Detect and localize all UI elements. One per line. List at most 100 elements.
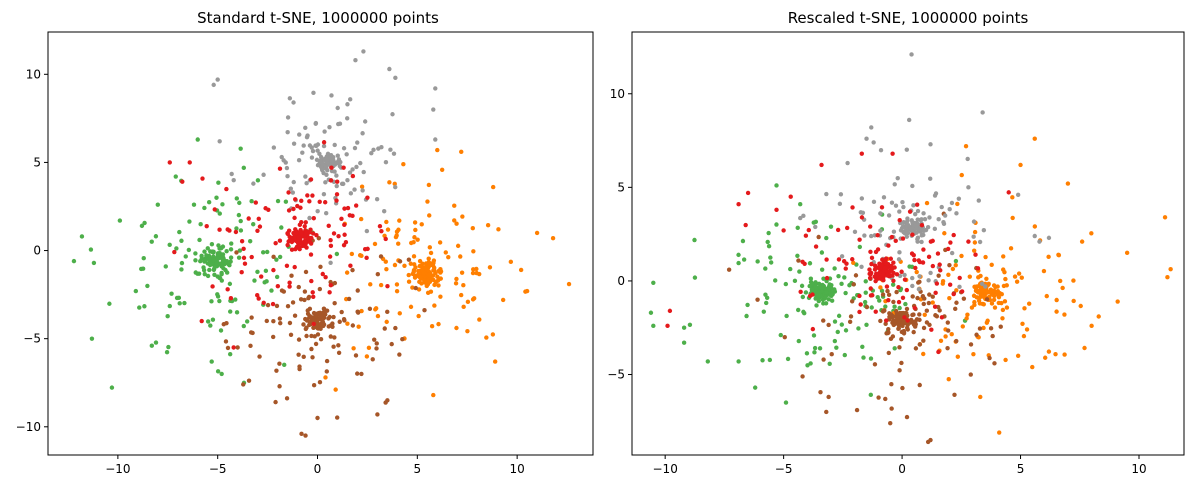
scatter-point	[981, 228, 987, 233]
scatter-point	[900, 385, 905, 391]
scatter-point	[315, 148, 320, 153]
scatter-point	[335, 179, 340, 184]
scatter-point	[251, 181, 256, 186]
scatter-point	[818, 389, 823, 395]
scatter-point	[372, 337, 377, 342]
scatter-point	[420, 261, 425, 266]
scatter-point	[648, 310, 654, 315]
scatter-point	[309, 333, 314, 339]
scatter-point	[894, 289, 899, 295]
scatter-point	[433, 137, 438, 142]
scatter-point	[375, 313, 381, 319]
scatter-point	[883, 321, 888, 327]
scatter-point	[140, 266, 146, 271]
scatter-point	[216, 180, 221, 185]
scatter-point	[335, 415, 340, 420]
scatter-point	[868, 293, 874, 298]
scatter-point	[830, 291, 835, 297]
scatter-point	[492, 359, 498, 364]
scatter-point	[981, 294, 986, 300]
scatter-point	[193, 258, 198, 263]
scatter-point	[919, 239, 924, 245]
scatter-point	[926, 254, 932, 260]
scatter-point	[311, 231, 316, 236]
scatter-point	[848, 314, 854, 319]
scatter-point	[869, 261, 874, 267]
scatter-point	[687, 322, 693, 327]
scatter-point	[336, 157, 342, 162]
scatter-point	[824, 257, 829, 262]
scatter-point	[244, 319, 250, 324]
scatter-point	[396, 241, 401, 246]
scatter-point	[275, 283, 281, 289]
scatter-point	[778, 332, 783, 338]
scatter-point	[945, 246, 951, 252]
scatter-point	[869, 255, 875, 261]
scatter-point	[878, 147, 884, 153]
scatter-point	[304, 333, 309, 339]
scatter-point	[963, 143, 969, 149]
scatter-point	[889, 234, 895, 240]
scatter-point	[279, 225, 284, 230]
scatter-point	[311, 90, 316, 96]
scatter-point	[317, 380, 323, 385]
scatter-point	[177, 301, 182, 306]
scatter-point	[215, 369, 221, 374]
scatter-point	[976, 275, 981, 280]
scatter-point	[813, 280, 818, 285]
scatter-point	[899, 360, 904, 366]
scatter-point	[867, 267, 872, 272]
scatter-point	[246, 216, 251, 221]
scatter-point	[324, 210, 329, 216]
scatter-point	[431, 260, 436, 266]
scatter-point	[878, 211, 883, 216]
scatter-point	[534, 230, 540, 236]
scatter-point	[369, 150, 374, 156]
scatter-point	[1071, 278, 1076, 283]
scatter-point	[1010, 195, 1015, 200]
scatter-point	[796, 338, 802, 344]
scatter-point	[927, 292, 932, 297]
series-2-points	[726, 211, 1003, 445]
scatter-point	[202, 271, 207, 277]
scatter-point	[376, 146, 381, 151]
scatter-point	[899, 226, 905, 231]
scatter-point	[926, 300, 932, 306]
scatter-point	[401, 161, 406, 167]
scatter-point	[904, 414, 910, 420]
scatter-point	[324, 369, 329, 374]
scatter-point	[1020, 321, 1025, 326]
scatter-point	[348, 191, 354, 196]
scatter-point	[857, 237, 862, 242]
scatter-point	[850, 205, 855, 210]
scatter-point	[291, 100, 296, 105]
scatter-point	[315, 415, 320, 421]
scatter-point	[163, 264, 168, 269]
scatter-point	[271, 145, 277, 150]
scatter-point	[953, 306, 958, 312]
scatter-point	[736, 252, 741, 258]
scatter-point	[413, 285, 418, 291]
scatter-point	[845, 160, 850, 166]
scatter-point	[914, 269, 919, 275]
scatter-point	[297, 229, 302, 235]
scatter-point	[397, 259, 403, 264]
scatter-point	[353, 58, 358, 63]
scatter-point	[200, 176, 205, 181]
scatter-point	[880, 292, 886, 297]
scatter-point	[227, 351, 233, 357]
scatter-point	[219, 271, 224, 277]
scatter-point	[821, 318, 826, 323]
scatter-point	[234, 196, 239, 201]
scatter-point	[900, 199, 905, 205]
scatter-point	[234, 226, 239, 231]
scatter-point	[256, 216, 261, 221]
scatter-point	[142, 304, 147, 309]
scatter-point	[887, 268, 893, 273]
scatter-point	[309, 346, 314, 352]
scatter-point	[325, 168, 330, 173]
scatter-point	[929, 327, 934, 332]
scatter-point	[384, 319, 389, 325]
scatter-point	[860, 210, 866, 215]
left-chart-title: Standard t-SNE, 1000000 points	[197, 9, 439, 27]
